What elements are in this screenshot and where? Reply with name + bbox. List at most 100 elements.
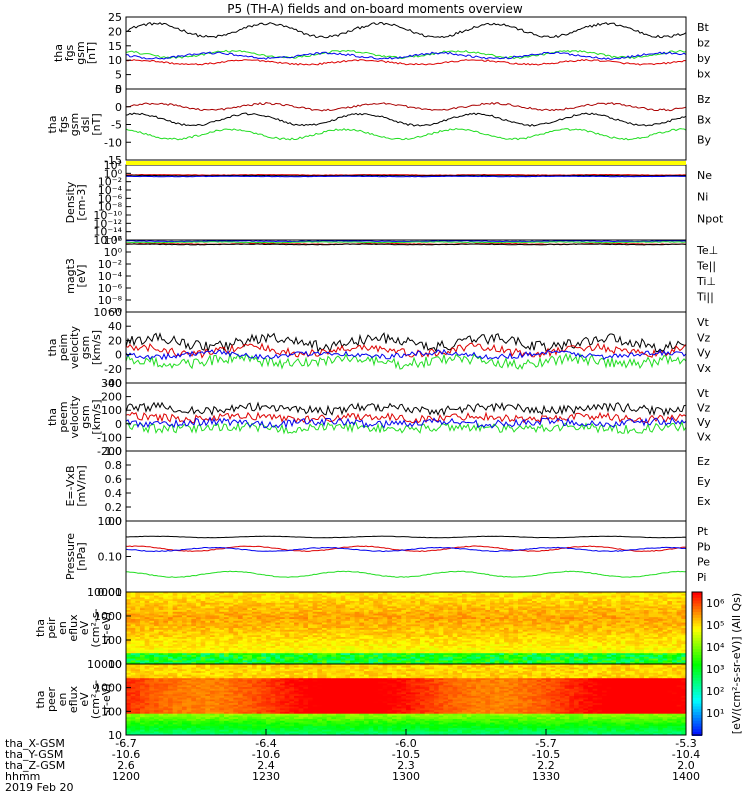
heatmap-cell — [163, 642, 169, 645]
heatmap-cell — [210, 662, 216, 665]
heatmap-cell — [364, 606, 370, 609]
heatmap-cell — [126, 615, 132, 618]
heatmap-cell — [387, 646, 393, 649]
heatmap-cell — [242, 604, 248, 607]
heatmap-cell — [270, 653, 276, 656]
heatmap-cell — [527, 642, 533, 645]
heatmap-cell — [158, 617, 164, 620]
heatmap-cell — [261, 635, 267, 638]
heatmap-cell — [434, 628, 440, 631]
heatmap-cell — [224, 637, 230, 640]
heatmap-cell — [588, 655, 594, 658]
heatmap-cell — [644, 624, 650, 627]
heatmap-cell — [550, 642, 556, 645]
heatmap-cell — [452, 638, 458, 642]
heatmap-cell — [382, 608, 388, 611]
heatmap-cell — [630, 651, 636, 654]
heatmap-cell — [616, 662, 622, 665]
heatmap-cell — [354, 601, 360, 604]
heatmap-cell — [359, 660, 365, 663]
heatmap-cell — [322, 613, 328, 616]
heatmap-cell — [639, 624, 645, 627]
heatmap-cell — [322, 660, 328, 663]
heatmap-cell — [420, 626, 426, 629]
heatmap-cell — [224, 611, 230, 615]
heatmap-cell — [284, 642, 290, 645]
heatmap-cell — [252, 646, 258, 649]
heatmap-cell — [186, 649, 192, 652]
heatmap-cell — [527, 604, 533, 607]
heatmap-cell — [658, 619, 664, 622]
heatmap-cell — [200, 644, 206, 647]
heatmap-cell — [639, 604, 645, 607]
heatmap-cell — [126, 637, 132, 640]
heatmap-cell — [303, 646, 309, 649]
heatmap-cell — [471, 597, 477, 600]
heatmap-cell — [205, 611, 211, 615]
heatmap-cell — [527, 635, 533, 638]
heatmap-cell — [368, 615, 374, 618]
heatmap-cell — [634, 640, 640, 643]
heatmap-cell — [392, 606, 398, 609]
heatmap-cell — [639, 640, 645, 643]
heatmap-cell — [270, 638, 276, 642]
heatmap-cell — [284, 599, 290, 602]
heatmap-cell — [606, 640, 612, 643]
heatmap-cell — [284, 655, 290, 658]
heatmap-cell — [401, 604, 407, 607]
heatmap-cell — [247, 610, 253, 613]
heatmap-cell — [350, 637, 356, 640]
heatmap-cell — [429, 601, 435, 604]
heatmap-cell — [490, 640, 496, 643]
heatmap-cell — [476, 622, 482, 625]
heatmap-cell — [228, 613, 234, 616]
heatmap-cell — [630, 628, 636, 631]
heatmap-cell — [294, 615, 300, 618]
heatmap-cell — [574, 626, 580, 629]
heatmap-cell — [312, 619, 318, 622]
heatmap-cell — [200, 635, 206, 638]
heatmap-cell — [345, 601, 351, 604]
heatmap-cell — [224, 633, 230, 636]
heatmap-cell — [294, 593, 300, 597]
heatmap-cell — [658, 647, 664, 651]
heatmap-cell — [466, 617, 472, 620]
heatmap-cell — [672, 653, 678, 656]
heatmap-cell — [308, 644, 314, 647]
heatmap-cell — [317, 633, 323, 636]
heatmap-cell — [448, 619, 454, 622]
heatmap-cell — [345, 651, 351, 654]
heatmap-cell — [592, 644, 598, 647]
heatmap-cell — [219, 651, 225, 654]
heatmap-cell — [182, 620, 188, 624]
heatmap-cell — [340, 644, 346, 647]
heatmap-cell — [196, 628, 202, 631]
heatmap-cell — [630, 646, 636, 649]
heatmap-cell — [210, 602, 216, 606]
heatmap-cell — [457, 662, 463, 665]
heatmap-cell — [424, 660, 430, 663]
heatmap-cell — [270, 658, 276, 661]
heatmap-cell — [406, 647, 412, 651]
heatmap-cell — [373, 629, 379, 633]
heatmap-cell — [522, 638, 528, 642]
heatmap-cell — [368, 635, 374, 638]
heatmap-cell — [588, 646, 594, 649]
heatmap-cell — [485, 602, 491, 606]
heatmap-cell — [312, 592, 318, 595]
heatmap-cell — [550, 592, 556, 595]
heatmap-cell — [420, 642, 426, 645]
heatmap-cell — [438, 658, 444, 661]
heatmap-cell — [592, 628, 598, 631]
heatmap-cell — [200, 646, 206, 649]
heatmap-cell — [457, 601, 463, 604]
heatmap-cell — [256, 599, 262, 602]
heatmap-cell — [550, 637, 556, 640]
heatmap-cell — [672, 604, 678, 607]
heatmap-cell — [303, 633, 309, 636]
heatmap-cell — [424, 647, 430, 651]
y-tick-label: 10⁻⁴ — [98, 184, 123, 197]
heatmap-cell — [569, 649, 575, 652]
heatmap-cell — [205, 613, 211, 616]
heatmap-cell — [219, 629, 225, 633]
